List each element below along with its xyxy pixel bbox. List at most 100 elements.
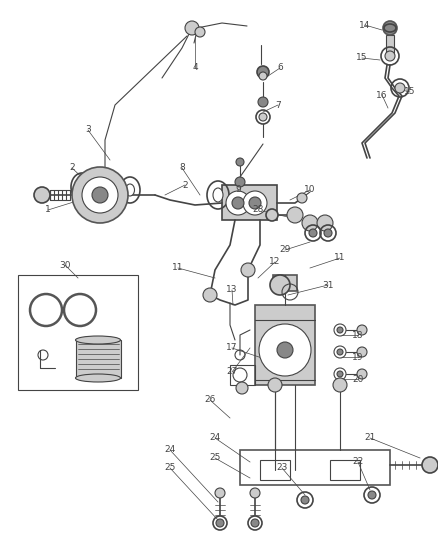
Circle shape — [385, 51, 395, 61]
Bar — [255, 305, 315, 385]
Text: 31: 31 — [322, 280, 334, 289]
Text: 24: 24 — [209, 433, 221, 442]
Circle shape — [422, 457, 438, 473]
Circle shape — [297, 193, 307, 203]
Ellipse shape — [213, 188, 223, 202]
Circle shape — [333, 378, 347, 392]
Circle shape — [243, 191, 267, 215]
Circle shape — [258, 97, 268, 107]
Text: 23: 23 — [276, 464, 288, 472]
Circle shape — [72, 302, 88, 318]
Circle shape — [250, 488, 260, 498]
Circle shape — [203, 288, 217, 302]
Circle shape — [216, 519, 224, 527]
Circle shape — [317, 215, 333, 231]
Bar — [260, 460, 290, 480]
Text: 11: 11 — [172, 263, 184, 272]
Circle shape — [395, 83, 405, 93]
Text: 13: 13 — [226, 286, 238, 295]
Bar — [18, 275, 138, 390]
Text: 16: 16 — [376, 91, 388, 100]
Text: 30: 30 — [59, 261, 71, 270]
Text: 10: 10 — [304, 185, 316, 195]
Circle shape — [215, 488, 225, 498]
Text: 6: 6 — [277, 63, 283, 72]
Circle shape — [309, 229, 317, 237]
Ellipse shape — [126, 184, 134, 196]
Bar — [330, 460, 360, 480]
Text: 14: 14 — [359, 20, 371, 29]
Text: 9: 9 — [235, 185, 241, 195]
Text: 15: 15 — [404, 87, 416, 96]
Circle shape — [337, 371, 343, 377]
Circle shape — [241, 263, 255, 277]
Circle shape — [82, 177, 118, 213]
Circle shape — [259, 324, 311, 376]
Text: 27: 27 — [226, 367, 238, 376]
Ellipse shape — [75, 374, 120, 382]
Ellipse shape — [77, 180, 87, 194]
Circle shape — [34, 187, 50, 203]
Circle shape — [287, 207, 303, 223]
Ellipse shape — [75, 336, 120, 344]
Text: 15: 15 — [356, 53, 368, 62]
Circle shape — [302, 215, 318, 231]
Circle shape — [235, 177, 245, 187]
Text: 25: 25 — [209, 454, 221, 463]
Circle shape — [251, 519, 259, 527]
Circle shape — [277, 342, 293, 358]
Bar — [273, 275, 297, 291]
Text: 4: 4 — [192, 63, 198, 72]
Bar — [240, 450, 390, 485]
Circle shape — [236, 158, 244, 166]
Text: 22: 22 — [353, 457, 364, 466]
Ellipse shape — [384, 24, 396, 32]
Circle shape — [185, 21, 199, 35]
Circle shape — [259, 72, 267, 80]
Circle shape — [383, 21, 397, 35]
Circle shape — [337, 349, 343, 355]
Circle shape — [266, 209, 278, 221]
Circle shape — [357, 347, 367, 357]
Circle shape — [337, 327, 343, 333]
Text: 11: 11 — [334, 254, 346, 262]
Circle shape — [357, 369, 367, 379]
Circle shape — [268, 378, 282, 392]
Circle shape — [38, 302, 54, 318]
Text: 2: 2 — [69, 164, 75, 173]
Text: 20: 20 — [352, 375, 364, 384]
Bar — [76, 340, 121, 378]
Text: 21: 21 — [364, 433, 376, 442]
Text: 3: 3 — [85, 125, 91, 134]
Text: 25: 25 — [164, 464, 176, 472]
Circle shape — [236, 382, 248, 394]
Text: 18: 18 — [352, 330, 364, 340]
Text: 2: 2 — [182, 181, 188, 190]
Text: 7: 7 — [275, 101, 281, 109]
Text: 26: 26 — [204, 395, 215, 405]
Circle shape — [232, 197, 244, 209]
Circle shape — [226, 191, 250, 215]
Text: 1: 1 — [45, 206, 51, 214]
Text: 29: 29 — [279, 246, 291, 254]
Circle shape — [301, 496, 309, 504]
Circle shape — [92, 187, 108, 203]
Circle shape — [257, 66, 269, 78]
Circle shape — [270, 275, 290, 295]
Text: 12: 12 — [269, 257, 281, 266]
Text: 19: 19 — [352, 352, 364, 361]
Circle shape — [324, 229, 332, 237]
Text: 24: 24 — [164, 446, 176, 455]
Bar — [222, 185, 277, 220]
Text: 28: 28 — [252, 206, 264, 214]
Text: 8: 8 — [179, 164, 185, 173]
Text: 17: 17 — [226, 343, 238, 352]
Circle shape — [259, 113, 267, 121]
Circle shape — [72, 167, 128, 223]
Circle shape — [357, 325, 367, 335]
Circle shape — [249, 197, 261, 209]
Bar — [386, 35, 394, 53]
Circle shape — [195, 27, 205, 37]
Bar — [230, 365, 255, 385]
Circle shape — [368, 491, 376, 499]
